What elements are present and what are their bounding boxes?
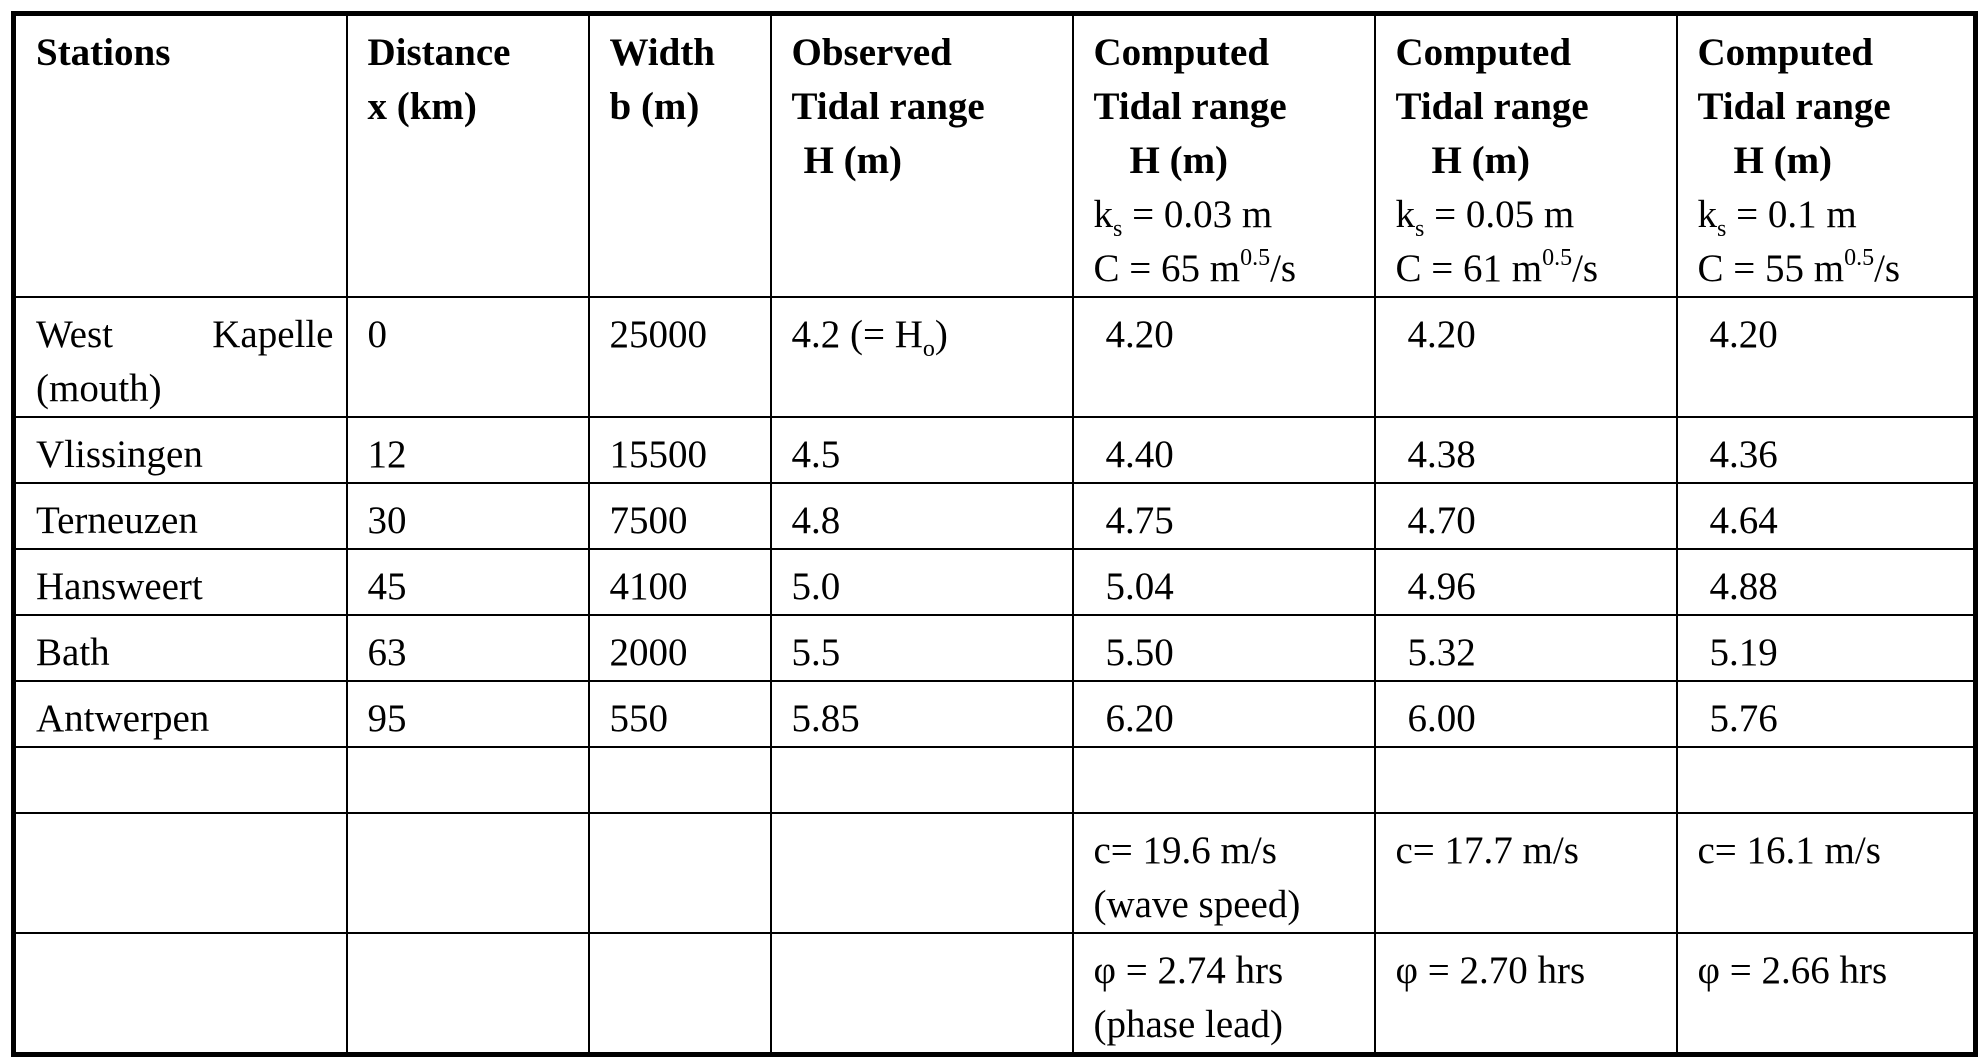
empty-cell — [769, 812, 1074, 934]
header-width: Width b (m) — [587, 12, 772, 298]
empty-cell — [12, 812, 348, 934]
phase-lead-cell-2: φ = 2.70 hrs — [1373, 932, 1678, 1056]
header-stations: Stations — [12, 12, 348, 298]
width-cell: 15500 — [587, 416, 772, 484]
empty-cell — [1675, 746, 1977, 814]
phase-lead-row: φ = 2.74 hrs (phase lead) φ = 2.70 hrs φ… — [12, 932, 1977, 1056]
wave-speed-cell-3: c= 16.1 m/s — [1675, 812, 1977, 934]
chezy-value-3: C = 55 m0.5/s — [1697, 245, 1901, 290]
phase-lead-cell-1: φ = 2.74 hrs (phase lead) — [1071, 932, 1376, 1056]
wave-speed-cell-2: c= 17.7 m/s — [1373, 812, 1678, 934]
computed-cell-3: 4.64 — [1675, 482, 1977, 550]
empty-cell — [587, 812, 772, 934]
empty-cell — [12, 932, 348, 1056]
computed-cell-3: 5.19 — [1675, 614, 1977, 682]
observed-cell: 5.5 — [769, 614, 1074, 682]
station-cell: Hansweert — [12, 548, 348, 616]
blank-row — [12, 746, 1977, 814]
header-computed-3: Computed Tidal range H (m) ks = 0.1 m C … — [1675, 12, 1977, 298]
header-row: Stations Distance x (km) Width b (m) Obs… — [12, 12, 1977, 298]
computed-cell-2: 4.70 — [1373, 482, 1678, 550]
width-cell: 25000 — [587, 296, 772, 418]
empty-cell — [345, 746, 590, 814]
distance-cell: 12 — [345, 416, 590, 484]
observed-cell: 4.2 (= Ho) — [769, 296, 1074, 418]
distance-cell: 45 — [345, 548, 590, 616]
empty-cell — [769, 932, 1074, 1056]
chezy-value-1: C = 65 m0.5/s — [1093, 245, 1297, 290]
computed-cell-1: 5.50 — [1071, 614, 1376, 682]
table-row: Hansweert 45 4100 5.0 5.04 4.96 4.88 — [12, 548, 1977, 616]
computed-cell-3: 4.20 — [1675, 296, 1977, 418]
header-computed-1: Computed Tidal range H (m) ks = 0.03 m C… — [1071, 12, 1376, 298]
table-row: Antwerpen 95 550 5.85 6.20 6.00 5.76 — [12, 680, 1977, 748]
computed-cell-2: 6.00 — [1373, 680, 1678, 748]
header-computed-2: Computed Tidal range H (m) ks = 0.05 m C… — [1373, 12, 1678, 298]
chezy-value-2: C = 61 m0.5/s — [1395, 245, 1599, 290]
computed-cell-1: 4.20 — [1071, 296, 1376, 418]
observed-cell: 5.85 — [769, 680, 1074, 748]
width-cell: 4100 — [587, 548, 772, 616]
empty-cell — [345, 812, 590, 934]
width-cell: 7500 — [587, 482, 772, 550]
distance-cell: 63 — [345, 614, 590, 682]
empty-cell — [587, 932, 772, 1056]
observed-cell: 4.5 — [769, 416, 1074, 484]
header-observed: Observed Tidal range H (m) — [769, 12, 1074, 298]
computed-cell-2: 5.32 — [1373, 614, 1678, 682]
ks-value-1: ks = 0.03 m — [1093, 193, 1273, 242]
table-row: Bath 63 2000 5.5 5.50 5.32 5.19 — [12, 614, 1977, 682]
empty-cell — [769, 746, 1074, 814]
computed-cell-1: 6.20 — [1071, 680, 1376, 748]
observed-cell: 4.8 — [769, 482, 1074, 550]
width-cell: 550 — [587, 680, 772, 748]
empty-cell — [12, 746, 348, 814]
table-row: Terneuzen 30 7500 4.8 4.75 4.70 4.64 — [12, 482, 1977, 550]
tidal-range-table: Stations Distance x (km) Width b (m) Obs… — [11, 11, 1978, 1057]
empty-cell — [1373, 746, 1678, 814]
phase-lead-cell-3: φ = 2.66 hrs — [1675, 932, 1977, 1056]
computed-cell-2: 4.38 — [1373, 416, 1678, 484]
distance-cell: 30 — [345, 482, 590, 550]
table-row: Vlissingen 12 15500 4.5 4.40 4.38 4.36 — [12, 416, 1977, 484]
station-cell: Bath — [12, 614, 348, 682]
wave-speed-row: c= 19.6 m/s (wave speed) c= 17.7 m/s c= … — [12, 812, 1977, 934]
empty-cell — [1071, 746, 1376, 814]
station-cell: Terneuzen — [12, 482, 348, 550]
computed-cell-3: 4.36 — [1675, 416, 1977, 484]
computed-cell-1: 4.40 — [1071, 416, 1376, 484]
table-row: West Kapelle (mouth) 0 25000 4.2 (= Ho) … — [12, 296, 1977, 418]
computed-cell-1: 4.75 — [1071, 482, 1376, 550]
computed-cell-2: 4.20 — [1373, 296, 1678, 418]
computed-cell-3: 5.76 — [1675, 680, 1977, 748]
empty-cell — [345, 932, 590, 1056]
wave-speed-cell-1: c= 19.6 m/s (wave speed) — [1071, 812, 1376, 934]
station-cell: Antwerpen — [12, 680, 348, 748]
empty-cell — [587, 746, 772, 814]
computed-cell-3: 4.88 — [1675, 548, 1977, 616]
ks-value-3: ks = 0.1 m — [1697, 193, 1857, 242]
distance-cell: 0 — [345, 296, 590, 418]
distance-cell: 95 — [345, 680, 590, 748]
observed-cell: 5.0 — [769, 548, 1074, 616]
station-cell: Vlissingen — [12, 416, 348, 484]
computed-cell-2: 4.96 — [1373, 548, 1678, 616]
computed-cell-1: 5.04 — [1071, 548, 1376, 616]
width-cell: 2000 — [587, 614, 772, 682]
ks-value-2: ks = 0.05 m — [1395, 193, 1575, 242]
header-distance: Distance x (km) — [345, 12, 590, 298]
station-cell: West Kapelle (mouth) — [12, 296, 348, 418]
